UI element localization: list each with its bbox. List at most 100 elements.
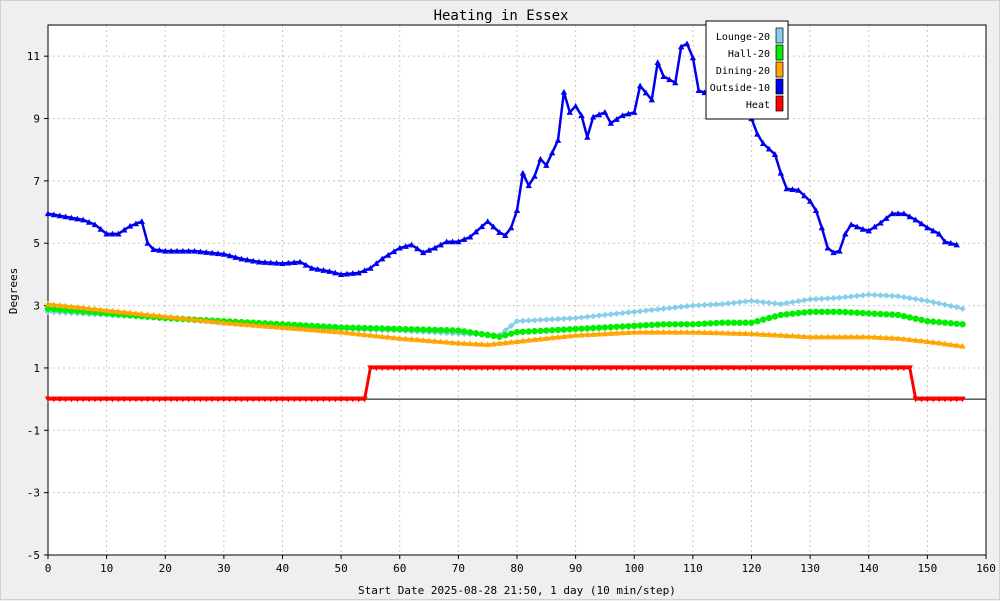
data-point bbox=[894, 210, 902, 217]
data-point bbox=[584, 134, 591, 140]
data-point bbox=[566, 365, 573, 372]
data-point bbox=[871, 291, 878, 299]
data-point bbox=[349, 330, 357, 336]
data-point bbox=[261, 322, 269, 329]
data-point bbox=[244, 256, 251, 263]
data-point bbox=[672, 79, 679, 86]
data-point bbox=[777, 365, 785, 372]
data-point bbox=[806, 365, 814, 372]
data-point bbox=[853, 292, 861, 300]
data-point bbox=[648, 328, 656, 335]
data-point bbox=[466, 365, 474, 372]
data-point bbox=[648, 96, 656, 103]
data-point bbox=[865, 227, 872, 234]
data-point bbox=[906, 336, 913, 343]
data-point bbox=[859, 333, 867, 340]
data-point bbox=[677, 365, 685, 372]
data-point bbox=[847, 309, 855, 316]
data-point bbox=[85, 305, 93, 311]
data-point bbox=[373, 365, 380, 372]
data-point bbox=[894, 365, 902, 372]
data-point bbox=[801, 333, 808, 340]
x-tick-label: 40 bbox=[276, 562, 289, 575]
data-point bbox=[713, 319, 720, 327]
data-point bbox=[572, 365, 579, 372]
data-point bbox=[836, 365, 843, 372]
data-point bbox=[683, 321, 691, 328]
data-point bbox=[607, 365, 614, 372]
data-point bbox=[947, 396, 955, 403]
data-point bbox=[554, 137, 562, 143]
data-point bbox=[912, 336, 919, 343]
data-point bbox=[50, 301, 58, 308]
data-point bbox=[701, 301, 708, 309]
data-point bbox=[625, 365, 632, 372]
data-point bbox=[173, 247, 181, 254]
data-point bbox=[337, 271, 345, 277]
data-point bbox=[924, 224, 931, 231]
data-point bbox=[472, 228, 480, 235]
data-point bbox=[525, 317, 532, 324]
data-point bbox=[918, 220, 925, 227]
series-dining-20 bbox=[44, 300, 966, 349]
data-point bbox=[443, 327, 450, 334]
data-point bbox=[619, 365, 626, 372]
data-point bbox=[302, 396, 310, 403]
data-point bbox=[953, 320, 960, 327]
data-point bbox=[648, 321, 656, 329]
data-point bbox=[619, 323, 626, 330]
data-point bbox=[378, 255, 386, 262]
data-point bbox=[642, 89, 650, 96]
data-point bbox=[402, 365, 409, 372]
data-point bbox=[420, 336, 427, 343]
data-point bbox=[830, 365, 837, 372]
data-point bbox=[953, 396, 960, 403]
data-point bbox=[308, 264, 316, 271]
data-point bbox=[754, 365, 761, 372]
data-point bbox=[578, 331, 585, 338]
data-point bbox=[595, 324, 603, 331]
data-point bbox=[959, 396, 966, 403]
data-point bbox=[701, 329, 708, 335]
data-point bbox=[765, 145, 773, 152]
data-point bbox=[930, 396, 937, 403]
data-point bbox=[373, 332, 380, 339]
data-point bbox=[244, 396, 251, 403]
data-point bbox=[244, 321, 251, 328]
data-point bbox=[472, 365, 480, 372]
data-point bbox=[777, 311, 785, 319]
data-point bbox=[273, 323, 280, 330]
data-point bbox=[894, 293, 902, 300]
data-point bbox=[126, 396, 134, 403]
data-point bbox=[238, 320, 245, 327]
data-point bbox=[812, 295, 820, 303]
data-point bbox=[425, 365, 433, 372]
data-point bbox=[208, 396, 216, 403]
data-point bbox=[601, 365, 609, 372]
data-point bbox=[578, 325, 585, 332]
data-point bbox=[285, 324, 292, 331]
data-point bbox=[226, 396, 233, 403]
data-point bbox=[572, 332, 579, 338]
data-point bbox=[906, 294, 913, 302]
data-point bbox=[924, 297, 931, 305]
data-point bbox=[308, 326, 316, 333]
data-point bbox=[636, 322, 644, 329]
x-tick-label: 20 bbox=[159, 562, 172, 575]
data-point bbox=[537, 335, 544, 342]
data-point bbox=[660, 365, 667, 372]
data-point bbox=[50, 396, 58, 403]
data-point bbox=[103, 307, 110, 313]
data-point bbox=[590, 312, 597, 320]
x-tick-label: 0 bbox=[45, 562, 52, 575]
data-point bbox=[765, 299, 773, 306]
data-point bbox=[548, 316, 556, 323]
data-point bbox=[689, 321, 697, 328]
data-point bbox=[760, 365, 767, 372]
data-point bbox=[296, 396, 304, 403]
data-point bbox=[912, 295, 919, 303]
plot-border bbox=[47, 24, 987, 556]
data-point bbox=[156, 396, 163, 403]
data-point bbox=[62, 213, 69, 220]
data-point bbox=[613, 323, 620, 330]
